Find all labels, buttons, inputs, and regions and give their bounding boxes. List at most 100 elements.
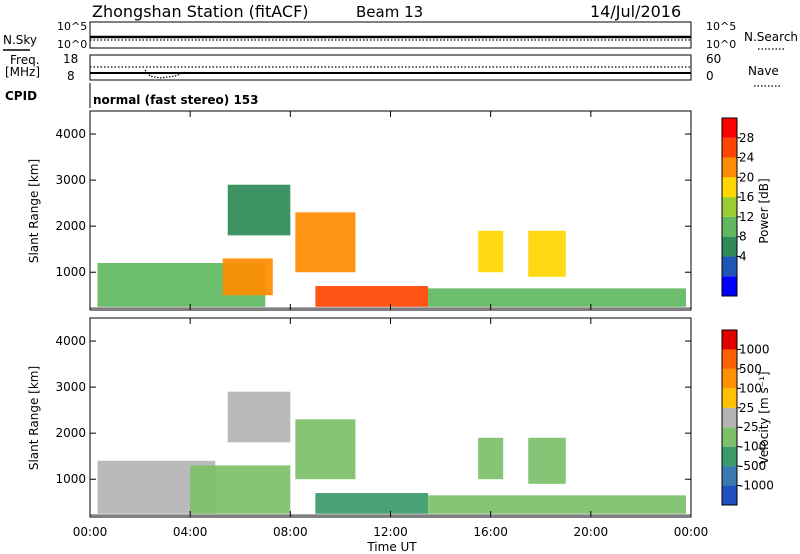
noise-left-tick-top: 10^5 (57, 20, 87, 33)
velocity-region-1 (190, 465, 291, 514)
power-colorbar-tick-label: 20 (739, 170, 754, 184)
velocity-colorbar-swatch (722, 407, 737, 428)
x-tick-label: 04:00 (173, 525, 208, 539)
velocity-colorbar-swatch (722, 466, 737, 486)
noise-sky-label: N.Sky (3, 33, 37, 47)
power-region-4 (227, 184, 291, 236)
x-tick-label: 12:00 (373, 525, 408, 539)
power-colorbar-swatch (722, 276, 737, 296)
power-region-6 (528, 230, 566, 277)
velocity-colorbar-frame (721, 329, 738, 506)
x-tick-label: 08:00 (273, 525, 308, 539)
velocity-colorbar-swatch (722, 349, 737, 369)
nave-dip (144, 69, 186, 79)
freq-label: Freq. (10, 53, 40, 67)
power-colorbar-tick-label: 12 (739, 210, 754, 224)
velocity-colorbar-swatch (722, 330, 737, 350)
velocity-colorbar-tick-label: 100 (739, 381, 762, 395)
power-region-1 (222, 258, 273, 296)
power-colorbar-tick-label: 4 (739, 249, 747, 263)
velocity-colorbar-swatch (722, 446, 737, 467)
velocity-data (90, 391, 691, 516)
power-colorbar-tick-label: 16 (739, 190, 754, 204)
nave-label: Nave (748, 64, 779, 78)
velocity-colorbar-swatch (722, 485, 737, 505)
power-data (90, 184, 691, 309)
velocity-y-label: Slant Range [km] (27, 366, 41, 470)
freq-unit-label: [MHz] (5, 65, 40, 79)
noise-left-tick-bottom: 10^0 (57, 38, 87, 51)
y-tick-label: 3000 (55, 173, 86, 187)
velocity-colorbar-label: Velocity [m s⁻¹] (757, 371, 771, 464)
cpid-label: CPID (5, 89, 37, 103)
noise-search-label: N.Search (744, 30, 798, 44)
velocity-region-2 (295, 419, 356, 480)
x-tick-label: 16:00 (473, 525, 508, 539)
power-region-2 (295, 212, 356, 273)
power-colorbar-tick-label: 28 (739, 131, 754, 145)
freq-right-tick-top: 60 (706, 52, 721, 66)
power-colorbar-swatch (722, 256, 737, 277)
velocity-colorbar-tick-label: 500 (739, 362, 762, 376)
power-region-5 (478, 230, 504, 273)
noise-right-tick-bottom: 10^0 (706, 38, 736, 51)
velocity-colorbar: 1000 500 100 25 -25 -100 -500 -1000 (721, 329, 774, 506)
power-y-axis: 4000 3000 2000 1000 (55, 127, 691, 279)
power-x-ticks (89, 111, 692, 310)
y-tick-label: 1000 (55, 265, 86, 279)
velocity-colorbar-swatch (722, 427, 737, 447)
power-colorbar-swatch (722, 137, 737, 158)
power-colorbar: 28 24 20 16 12 8 4 (721, 117, 754, 297)
power-colorbar-swatch (722, 118, 737, 138)
power-y-label: Slant Range [km] (27, 159, 41, 263)
power-colorbar-tick-label: 24 (739, 151, 754, 165)
velocity-region-4 (227, 391, 291, 443)
frequency-panel: Freq. [MHz] 18 8 60 0 Nave (5, 52, 782, 87)
velocity-y-axis: 4000 3000 2000 1000 (55, 334, 691, 486)
velocity-region-6 (528, 437, 566, 484)
x-axis-label: Time UT (366, 540, 417, 554)
power-colorbar-swatch (722, 197, 737, 217)
power-colorbar-frame (721, 117, 738, 297)
power-colorbar-swatch (722, 216, 737, 237)
noise-right-tick-top: 10^5 (706, 20, 736, 33)
velocity-colorbar-tick-label: -1000 (739, 479, 774, 493)
freq-left-tick-top: 18 (63, 52, 78, 66)
freq-left-tick-bottom: 8 (67, 69, 75, 83)
x-tick-label: 00:00 (73, 525, 108, 539)
velocity-colorbar-tick-label: 1000 (739, 342, 770, 356)
power-colorbar-swatch (722, 236, 737, 257)
freq-right-tick-bottom: 0 (706, 69, 714, 83)
power-colorbar-swatch (722, 177, 737, 198)
velocity-colorbar-tick-label: -100 (739, 440, 766, 454)
velocity-colorbar-swatch (722, 368, 737, 389)
beam-label: Beam 13 (356, 3, 423, 21)
velocity-colorbar-tick-label: -500 (739, 459, 766, 473)
x-axis-tick-labels: 00:00 04:00 08:00 12:00 16:00 20:00 00:00 (73, 525, 709, 539)
velocity-region-5 (478, 437, 504, 480)
power-colorbar-label: Power [dB] (757, 178, 771, 243)
velocity-colorbar-tick-label: 25 (739, 401, 754, 415)
velocity-x-ticks (89, 318, 692, 517)
y-tick-label: 2000 (55, 426, 86, 440)
date-label: 14/Jul/2016 (590, 2, 681, 21)
noise-panel: N.Sky 10^5 10^0 10^5 10^0 N.Search (3, 20, 798, 51)
velocity-panel: 4000 3000 2000 1000 Slant Range [km] 1000 50… (27, 317, 774, 518)
power-panel: 4000 3000 2000 1000 Slant Range [km] 28 24 20… (27, 110, 771, 311)
y-tick-label: 4000 (55, 127, 86, 141)
noise-trace (90, 35, 691, 41)
y-tick-label: 2000 (55, 219, 86, 233)
y-tick-label: 1000 (55, 472, 86, 486)
x-tick-label: 00:00 (674, 525, 709, 539)
power-colorbar-tick-label: 8 (739, 230, 747, 244)
frequency-trace (90, 66, 691, 79)
y-tick-label: 4000 (55, 334, 86, 348)
y-tick-label: 3000 (55, 380, 86, 394)
velocity-colorbar-swatch (722, 388, 737, 408)
velocity-region-7 (428, 495, 686, 514)
power-region-7 (428, 288, 686, 307)
cpid-mode: normal (fast stereo) 153 (93, 93, 259, 107)
x-tick-label: 20:00 (574, 525, 609, 539)
velocity-region-3 (315, 493, 429, 514)
